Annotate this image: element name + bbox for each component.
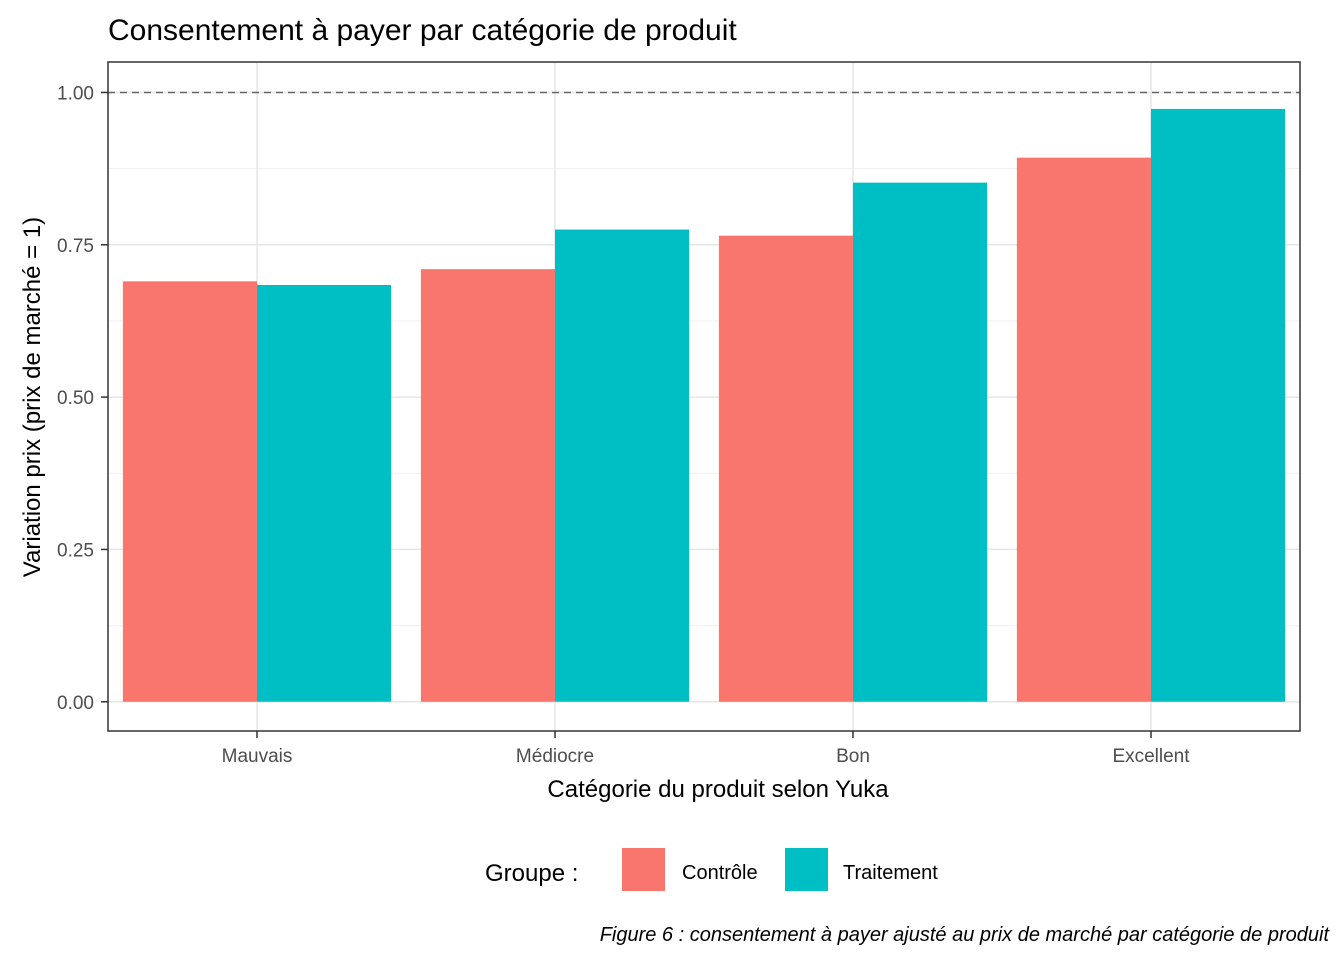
- y-tick-label: 0.75: [57, 236, 94, 257]
- y-tick-label: 0.50: [57, 388, 94, 409]
- y-tick-label: 0.25: [57, 540, 94, 561]
- chart-title: Consentement à payer par catégorie de pr…: [108, 14, 737, 47]
- legend-label-traitement: Traitement: [843, 862, 938, 884]
- bar-mediocre-traitement: [555, 229, 690, 702]
- y-axis-title: Variation prix (prix de marché = 1): [19, 217, 46, 577]
- bar-bon-traitement: [853, 182, 988, 702]
- legend-key-controle: [622, 848, 665, 891]
- plot-panel: [107, 61, 1301, 732]
- y-tick-label: 0.00: [57, 693, 94, 714]
- bar-excellent-controle: [1016, 157, 1151, 702]
- y-tick-label: 1.00: [57, 83, 94, 104]
- bar-mauvais-traitement: [257, 285, 392, 702]
- x-tick-label-mauvais: Mauvais: [222, 746, 293, 767]
- bar-bon-controle: [718, 235, 853, 702]
- y-axis: 0.00 0.25 0.50 0.75 1.00: [57, 83, 108, 714]
- bar-mediocre-controle: [420, 269, 555, 702]
- bar-excellent-traitement: [1151, 108, 1286, 702]
- x-tick-label-mediocre: Médiocre: [516, 746, 594, 767]
- bar-mauvais-controle: [122, 281, 258, 702]
- x-axis-title: Catégorie du produit selon Yuka: [547, 776, 889, 803]
- legend-label-controle: Contrôle: [682, 862, 758, 884]
- legend-key-traitement: [785, 848, 828, 891]
- x-tick-label-excellent: Excellent: [1112, 746, 1190, 767]
- x-axis: Mauvais Médiocre Bon Excellent: [222, 731, 1190, 767]
- x-tick-label-bon: Bon: [836, 746, 870, 767]
- legend: Groupe : Contrôle Traitement: [485, 848, 938, 891]
- figure-caption: Figure 6 : consentement à payer ajusté a…: [600, 924, 1331, 946]
- legend-title: Groupe :: [485, 860, 578, 887]
- bars: [122, 108, 1286, 702]
